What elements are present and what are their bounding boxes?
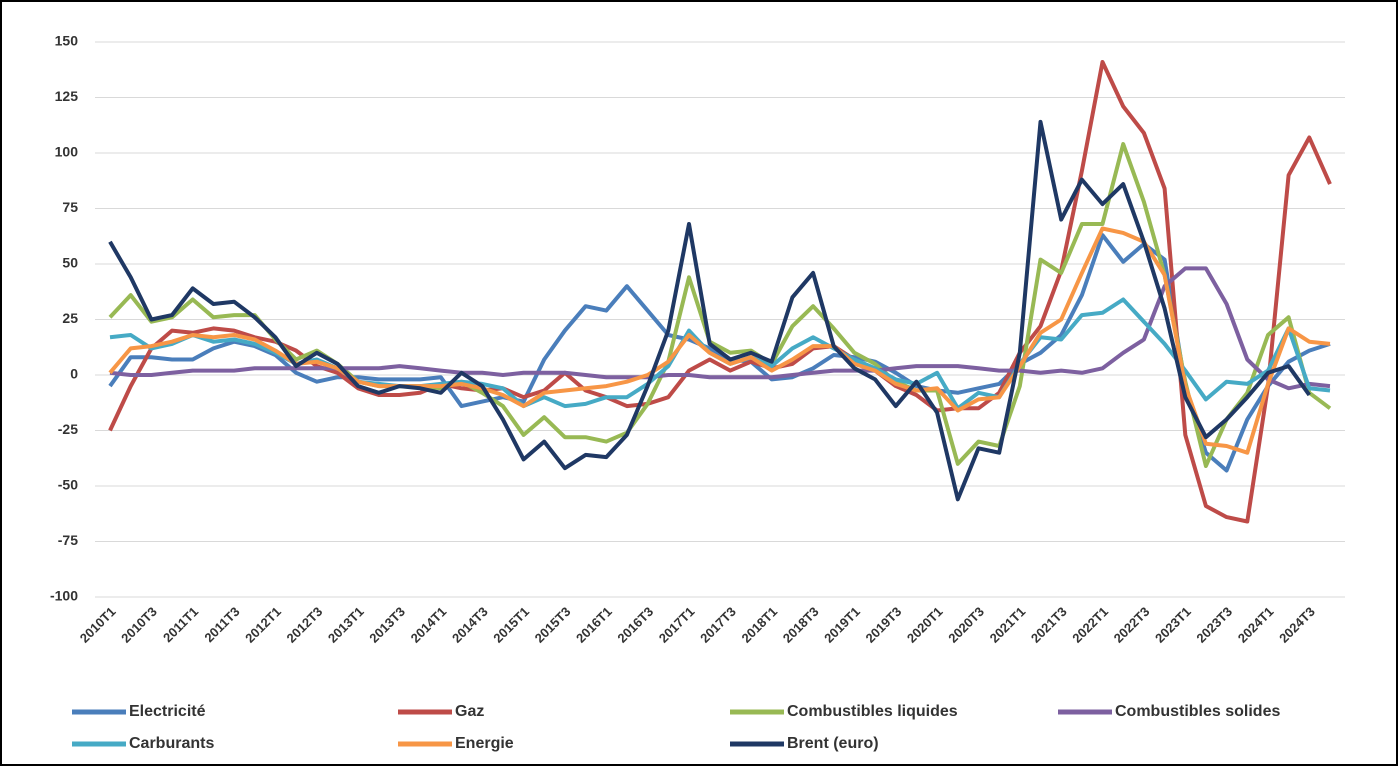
series-line (109, 266, 1331, 391)
legend-label: Combustibles solides (1115, 703, 1280, 720)
y-tick-label: 0 (70, 366, 78, 382)
y-tick-label: 125 (55, 88, 79, 104)
legend-label: Carburants (129, 735, 214, 752)
legend-label: Electricité (129, 703, 206, 720)
y-tick-label: 100 (55, 144, 79, 160)
series-line (108, 119, 1311, 502)
legend-label: Energie (455, 735, 514, 752)
y-tick-label: -75 (58, 532, 78, 548)
y-tick-label: 75 (62, 199, 78, 215)
legend-label: Combustibles liquides (787, 703, 958, 720)
y-tick-label: -100 (50, 588, 78, 604)
y-tick-label: -50 (58, 477, 78, 493)
y-tick-label: 50 (62, 255, 78, 271)
series-line (108, 142, 1332, 468)
y-tick-label: 150 (55, 33, 79, 49)
series-line (108, 226, 1331, 455)
legend-label: Gaz (455, 703, 484, 720)
y-tick-label: 25 (62, 310, 78, 326)
legend-label: Brent (euro) (787, 735, 879, 752)
y-tick-label: -25 (58, 421, 78, 437)
